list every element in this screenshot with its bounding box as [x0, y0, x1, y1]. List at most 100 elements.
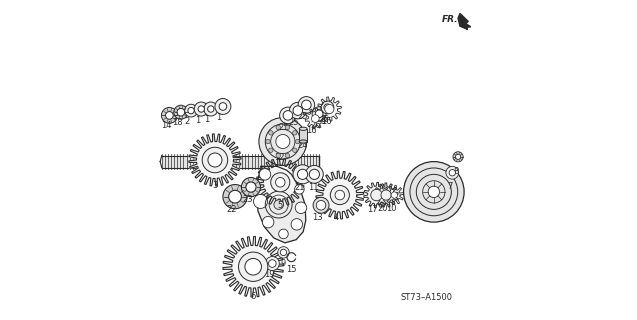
Text: 19: 19 [264, 270, 275, 279]
Text: 4: 4 [333, 213, 339, 222]
Text: 1: 1 [204, 115, 210, 124]
Text: 17: 17 [368, 205, 378, 214]
Circle shape [276, 134, 290, 148]
Circle shape [259, 118, 306, 165]
Circle shape [238, 252, 268, 281]
Ellipse shape [299, 140, 307, 143]
Circle shape [315, 110, 323, 118]
Circle shape [254, 195, 268, 208]
Text: 24: 24 [297, 141, 308, 150]
Circle shape [371, 189, 382, 201]
Circle shape [229, 190, 241, 203]
Circle shape [309, 169, 320, 180]
Polygon shape [305, 108, 326, 129]
Text: FR.: FR. [442, 15, 459, 24]
Circle shape [293, 106, 303, 116]
Circle shape [215, 99, 231, 115]
Circle shape [278, 247, 289, 258]
Text: 3: 3 [212, 181, 218, 190]
Circle shape [285, 153, 290, 158]
Circle shape [208, 106, 214, 112]
Circle shape [245, 259, 261, 275]
Circle shape [294, 185, 304, 194]
Circle shape [280, 107, 296, 124]
Circle shape [313, 197, 329, 213]
Circle shape [204, 102, 218, 116]
Circle shape [381, 190, 391, 200]
Text: 5: 5 [278, 201, 283, 210]
Text: 16: 16 [306, 126, 317, 135]
Circle shape [276, 153, 280, 158]
Circle shape [292, 148, 297, 152]
Text: 15: 15 [286, 265, 297, 275]
Circle shape [280, 249, 287, 256]
Circle shape [296, 139, 300, 144]
Ellipse shape [299, 127, 307, 130]
Circle shape [265, 257, 279, 270]
Text: 16: 16 [321, 117, 331, 126]
Circle shape [312, 107, 326, 121]
Circle shape [177, 108, 185, 116]
Text: 1: 1 [217, 114, 222, 123]
Circle shape [185, 104, 197, 117]
Circle shape [316, 200, 326, 210]
Polygon shape [162, 156, 318, 168]
Circle shape [428, 186, 440, 197]
Text: 6: 6 [250, 292, 256, 301]
Polygon shape [374, 183, 398, 207]
Circle shape [276, 125, 280, 130]
Text: 25: 25 [289, 118, 299, 127]
Circle shape [325, 104, 334, 114]
Text: 21: 21 [294, 183, 304, 192]
Circle shape [241, 178, 261, 197]
Circle shape [219, 103, 227, 110]
Circle shape [208, 153, 222, 167]
Circle shape [291, 219, 303, 230]
Text: 12: 12 [275, 153, 285, 162]
Circle shape [285, 125, 290, 130]
Circle shape [297, 169, 308, 180]
Text: 20: 20 [378, 204, 388, 213]
Circle shape [335, 190, 345, 200]
Circle shape [266, 139, 270, 144]
Text: 22: 22 [227, 205, 237, 214]
Circle shape [174, 105, 188, 119]
Polygon shape [317, 97, 341, 121]
Circle shape [198, 106, 204, 112]
Text: 13: 13 [312, 213, 323, 222]
Circle shape [301, 100, 311, 110]
Text: 7: 7 [448, 182, 453, 191]
Circle shape [298, 97, 315, 113]
Circle shape [455, 154, 461, 159]
Polygon shape [458, 13, 471, 29]
Circle shape [269, 148, 273, 152]
Circle shape [331, 186, 350, 204]
Text: 18: 18 [172, 118, 183, 127]
Circle shape [223, 185, 247, 209]
Text: 11: 11 [308, 183, 318, 192]
Circle shape [292, 131, 297, 135]
Circle shape [271, 173, 290, 192]
Polygon shape [256, 166, 306, 243]
Text: 1: 1 [195, 116, 200, 125]
Circle shape [446, 166, 459, 179]
Polygon shape [189, 134, 241, 186]
Circle shape [305, 165, 324, 183]
Text: 8: 8 [454, 167, 459, 176]
Circle shape [166, 112, 173, 119]
Bar [299, 129, 307, 141]
Text: 26: 26 [310, 121, 320, 130]
Circle shape [269, 131, 273, 135]
Circle shape [293, 165, 312, 184]
Text: 26: 26 [318, 115, 329, 124]
Polygon shape [316, 171, 364, 219]
Circle shape [262, 216, 274, 228]
Circle shape [161, 108, 177, 123]
Circle shape [202, 147, 227, 173]
Text: 10: 10 [387, 204, 397, 213]
Polygon shape [385, 186, 404, 204]
Circle shape [268, 260, 276, 268]
Circle shape [278, 229, 288, 239]
Circle shape [311, 115, 319, 123]
Text: ST73–A1500: ST73–A1500 [401, 293, 453, 302]
